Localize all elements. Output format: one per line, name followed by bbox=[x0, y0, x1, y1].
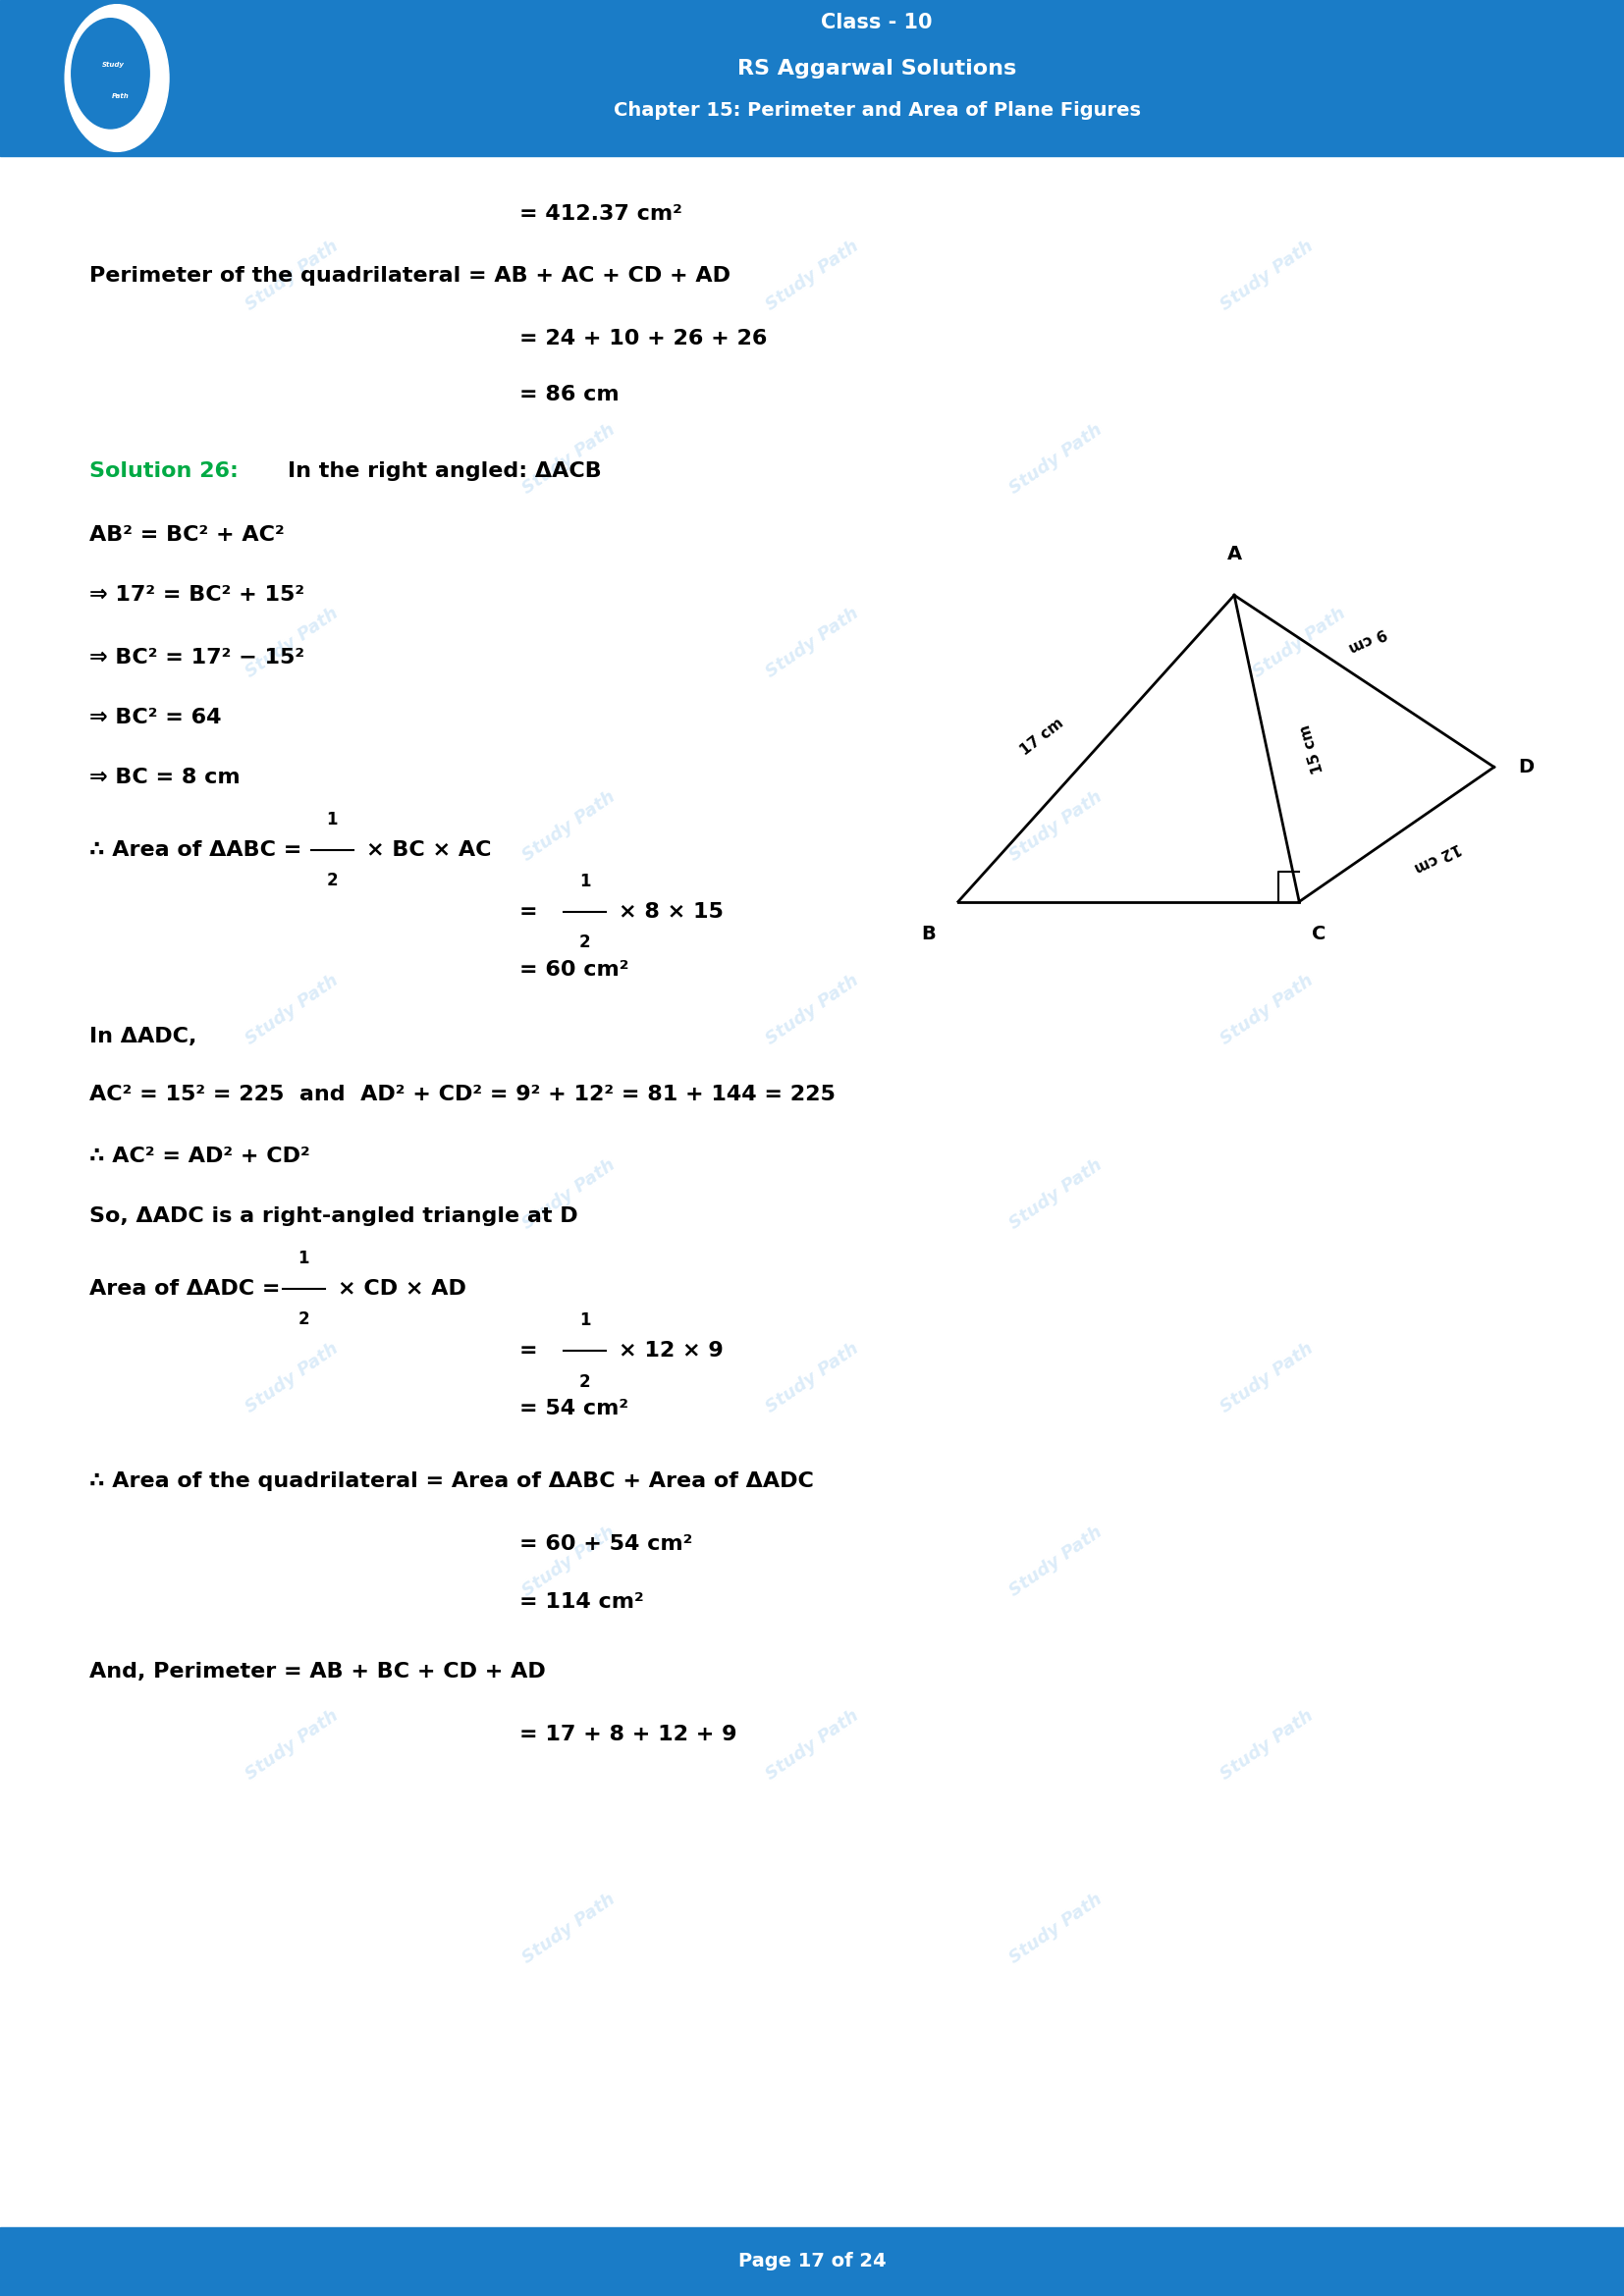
Text: Study Path: Study Path bbox=[762, 971, 862, 1049]
Text: In ΔADC,: In ΔADC, bbox=[89, 1026, 197, 1047]
Text: AC² = 15² = 225  and  AD² + CD² = 9² + 12² = 81 + 144 = 225: AC² = 15² = 225 and AD² + CD² = 9² + 12²… bbox=[89, 1084, 835, 1104]
Text: = 60 cm²: = 60 cm² bbox=[520, 960, 628, 980]
Text: So, ΔADC is a right-angled triangle at D: So, ΔADC is a right-angled triangle at D bbox=[89, 1208, 578, 1226]
Text: 17 cm: 17 cm bbox=[1018, 716, 1067, 758]
Text: Study Path: Study Path bbox=[242, 1706, 343, 1784]
Text: Study Path: Study Path bbox=[518, 1522, 619, 1600]
Text: Path: Path bbox=[112, 94, 128, 99]
Text: Study Path: Study Path bbox=[1216, 1706, 1317, 1784]
Text: Study Path: Study Path bbox=[242, 604, 343, 682]
Text: Study Path: Study Path bbox=[762, 1706, 862, 1784]
Text: ∴ AC² = AD² + CD²: ∴ AC² = AD² + CD² bbox=[89, 1146, 310, 1166]
Text: Study Path: Study Path bbox=[242, 236, 343, 315]
Text: Study Path: Study Path bbox=[518, 1890, 619, 1968]
Text: 2: 2 bbox=[297, 1311, 310, 1329]
Text: 15 cm: 15 cm bbox=[1298, 723, 1327, 774]
Text: 1: 1 bbox=[580, 872, 590, 891]
Text: ⇒ BC = 8 cm: ⇒ BC = 8 cm bbox=[89, 767, 240, 788]
Circle shape bbox=[65, 5, 169, 152]
Text: × BC × AC: × BC × AC bbox=[367, 840, 492, 859]
Text: ∴ Area of the quadrilateral = Area of ΔABC + Area of ΔADC: ∴ Area of the quadrilateral = Area of ΔA… bbox=[89, 1472, 814, 1492]
Text: =: = bbox=[520, 1341, 546, 1362]
Text: = 114 cm²: = 114 cm² bbox=[520, 1591, 645, 1612]
Text: ⇒ BC² = 64: ⇒ BC² = 64 bbox=[89, 707, 221, 728]
Text: Study Path: Study Path bbox=[242, 1339, 343, 1417]
Text: D: D bbox=[1518, 758, 1535, 776]
Text: = 24 + 10 + 26 + 26: = 24 + 10 + 26 + 26 bbox=[520, 328, 768, 349]
Text: 12 cm: 12 cm bbox=[1411, 840, 1463, 875]
Text: ⇒ 17² = BC² + 15²: ⇒ 17² = BC² + 15² bbox=[89, 585, 304, 604]
Text: Study Path: Study Path bbox=[1005, 420, 1106, 498]
Text: = 86 cm: = 86 cm bbox=[520, 383, 619, 404]
Text: Study Path: Study Path bbox=[242, 971, 343, 1049]
Text: B: B bbox=[922, 925, 935, 944]
Circle shape bbox=[71, 18, 149, 129]
Text: A: A bbox=[1226, 544, 1242, 563]
Text: 1: 1 bbox=[299, 1249, 309, 1267]
Bar bbox=[0, 2227, 1624, 2296]
Text: Study Path: Study Path bbox=[1005, 788, 1106, 866]
Text: Area of ΔADC =: Area of ΔADC = bbox=[89, 1279, 287, 1300]
Text: = 17 + 8 + 12 + 9: = 17 + 8 + 12 + 9 bbox=[520, 1724, 737, 1745]
Text: = 412.37 cm²: = 412.37 cm² bbox=[520, 204, 682, 225]
Text: = 60 + 54 cm²: = 60 + 54 cm² bbox=[520, 1534, 693, 1554]
Text: Study Path: Study Path bbox=[1216, 1339, 1317, 1417]
Text: And, Perimeter = AB + BC + CD + AD: And, Perimeter = AB + BC + CD + AD bbox=[89, 1662, 546, 1683]
Text: 2: 2 bbox=[326, 872, 338, 889]
Text: 9 cm: 9 cm bbox=[1346, 625, 1389, 654]
Text: Study Path: Study Path bbox=[518, 420, 619, 498]
Text: ⇒ BC² = 17² − 15²: ⇒ BC² = 17² − 15² bbox=[89, 647, 304, 668]
Text: C: C bbox=[1312, 925, 1325, 944]
Text: Study Path: Study Path bbox=[1249, 604, 1350, 682]
Text: × 12 × 9: × 12 × 9 bbox=[619, 1341, 724, 1362]
Text: × CD × AD: × CD × AD bbox=[338, 1279, 466, 1300]
Text: Study Path: Study Path bbox=[762, 604, 862, 682]
Text: Study Path: Study Path bbox=[1005, 1155, 1106, 1233]
Text: 2: 2 bbox=[578, 934, 591, 951]
Text: AB² = BC² + AC²: AB² = BC² + AC² bbox=[89, 526, 284, 544]
Text: Study Path: Study Path bbox=[1216, 236, 1317, 315]
Text: Study Path: Study Path bbox=[1005, 1522, 1106, 1600]
Text: Study Path: Study Path bbox=[1216, 971, 1317, 1049]
Text: RS Aggarwal Solutions: RS Aggarwal Solutions bbox=[737, 60, 1017, 78]
Text: Study Path: Study Path bbox=[762, 236, 862, 315]
Text: Study Path: Study Path bbox=[518, 1155, 619, 1233]
Text: Class - 10: Class - 10 bbox=[822, 11, 932, 32]
Bar bbox=[0, 0, 1624, 156]
Text: Chapter 15: Perimeter and Area of Plane Figures: Chapter 15: Perimeter and Area of Plane … bbox=[614, 101, 1140, 119]
Text: Page 17 of 24: Page 17 of 24 bbox=[737, 2252, 887, 2271]
Text: ∴ Area of ΔABC =: ∴ Area of ΔABC = bbox=[89, 840, 310, 859]
Text: Solution 26:: Solution 26: bbox=[89, 461, 239, 480]
Text: In the right angled: ΔACB: In the right angled: ΔACB bbox=[287, 461, 601, 480]
Text: Study Path: Study Path bbox=[762, 1339, 862, 1417]
Text: = 54 cm²: = 54 cm² bbox=[520, 1398, 628, 1419]
Text: Study Path: Study Path bbox=[518, 788, 619, 866]
Text: =: = bbox=[520, 902, 546, 923]
Text: × 8 × 15: × 8 × 15 bbox=[619, 902, 724, 923]
Text: 1: 1 bbox=[580, 1311, 590, 1329]
Text: 2: 2 bbox=[578, 1373, 591, 1391]
Text: Study: Study bbox=[102, 62, 125, 67]
Text: Study Path: Study Path bbox=[1005, 1890, 1106, 1968]
Text: 1: 1 bbox=[326, 810, 338, 829]
Text: Perimeter of the quadrilateral = AB + AC + CD + AD: Perimeter of the quadrilateral = AB + AC… bbox=[89, 266, 731, 287]
